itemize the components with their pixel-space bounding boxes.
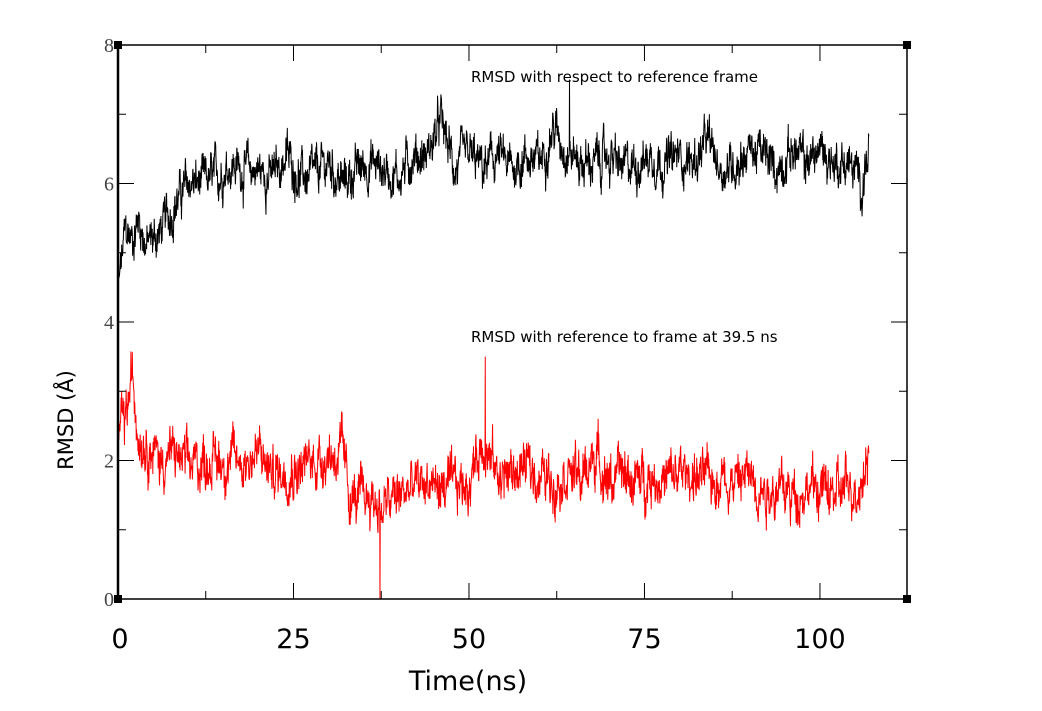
x-tick-label: 0: [111, 624, 128, 655]
x-tick-label: 100: [794, 624, 846, 655]
annotation-reference-frame: RMSD with respect to reference frame: [471, 68, 758, 86]
y-tick-label: 4: [104, 312, 114, 334]
series-line-frame-39-5ns: [117, 351, 870, 600]
annotation-frame-39-5ns: RMSD with reference to frame at 39.5 ns: [471, 328, 778, 346]
y-tick-label: 6: [104, 174, 114, 196]
y-tick-label: 2: [104, 451, 114, 473]
y-tick-label: 0: [104, 589, 114, 611]
series-layer: [117, 79, 870, 600]
x-tick-label: 50: [452, 624, 486, 655]
x-tick-label: 25: [276, 624, 310, 655]
y-tick-label: 8: [104, 35, 114, 57]
x-tick-label: 75: [627, 624, 661, 655]
x-axis-label: Time(ns): [408, 666, 527, 697]
ticks-layer: 0 25 50 75 100 0 2 4 6 8: [104, 35, 907, 655]
y-axis-label: RMSD (Å): [52, 370, 78, 470]
labels-layer: Time(ns) RMSD (Å) RMSD with respect to r…: [52, 68, 778, 697]
series-line-reference-frame: [117, 79, 870, 296]
